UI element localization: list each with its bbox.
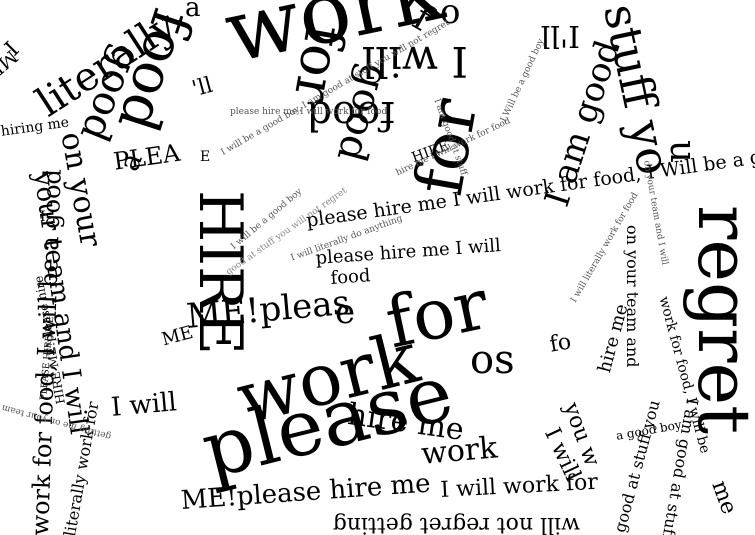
word: I'll [540, 18, 580, 53]
word: work [419, 430, 499, 472]
word: will not regret getting [332, 512, 580, 535]
word: fo [547, 329, 574, 358]
word: on your team and [623, 225, 642, 368]
word: E [200, 149, 211, 165]
word: e [335, 292, 356, 332]
word: food [329, 265, 372, 289]
word: me [706, 477, 742, 518]
word: os [470, 337, 515, 383]
word: good at stuff you [610, 397, 664, 535]
word: o [440, 0, 461, 32]
word: a [185, 0, 201, 23]
word: PLEA [111, 138, 182, 176]
small-text: please hire me I will work for food [230, 107, 388, 117]
word: I will [109, 387, 178, 423]
small-text: I Will be a good boy [499, 37, 547, 124]
word: I [40, 209, 46, 225]
word: 'll [189, 72, 216, 103]
